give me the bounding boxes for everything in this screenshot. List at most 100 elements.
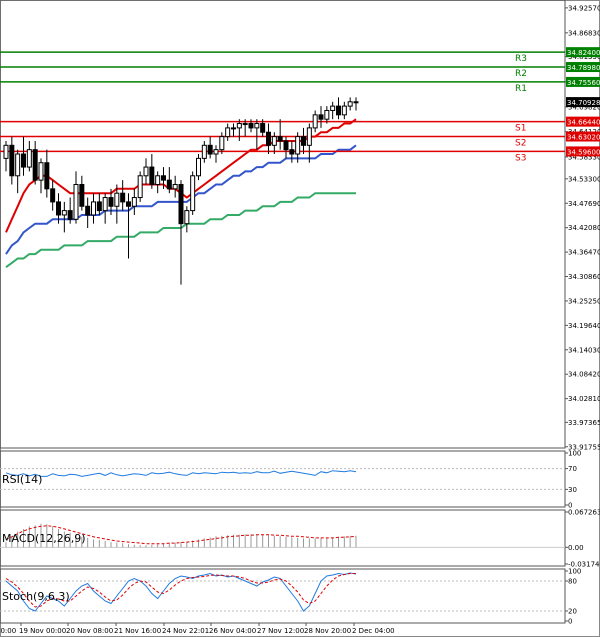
- level-price-tag: [566, 62, 600, 73]
- macd-pane: 0.067263 0.00 -0.031746 MACD(12,26,9): [0, 509, 600, 569]
- current-price-box: [566, 97, 600, 108]
- candle-body: [44, 162, 50, 190]
- candle-body: [289, 149, 295, 155]
- indicator-tick-label: 0.067263: [568, 509, 600, 517]
- macd-signal-line: [5, 525, 357, 545]
- candle-body: [341, 105, 347, 116]
- level-name-r2: R2: [515, 69, 527, 79]
- candle-body: [318, 114, 324, 120]
- indicator-plot-area: [0, 509, 566, 567]
- level-price-label: 34.78980: [567, 64, 600, 72]
- indicator-name: Stoch(9,6,3): [2, 590, 70, 603]
- candle-body: [85, 205, 91, 216]
- candle-body: [9, 144, 15, 177]
- candle-body: [213, 149, 219, 155]
- candle-body: [236, 123, 242, 129]
- indicator-tick-label: 20: [568, 608, 577, 616]
- indicator-name: RSI(14): [2, 473, 42, 486]
- candlesticks: [3, 97, 359, 285]
- candle-body: [266, 131, 271, 146]
- candle-body: [201, 144, 207, 159]
- indicator-tick-label: 0: [568, 502, 572, 510]
- candle-body: [50, 188, 56, 203]
- level-price-tag: [566, 131, 600, 142]
- candle-body: [161, 175, 166, 181]
- price-tick-label: 34.02810: [568, 395, 600, 403]
- time-tick-label: 20 Nov 08:00: [66, 627, 113, 635]
- price-tick-label: 34.47690: [568, 200, 600, 208]
- candle-body: [260, 123, 266, 133]
- candle-body: [312, 114, 318, 129]
- candle-body: [196, 157, 201, 177]
- price-tick-label: 34.69820: [568, 103, 600, 111]
- stoch-signal-line: [5, 573, 356, 608]
- price-tick-label: 34.81350: [568, 53, 600, 61]
- price-tick-label: 33.91755: [568, 443, 600, 451]
- candle-body: [120, 192, 126, 203]
- candle-body: [15, 153, 21, 177]
- level-price-label: 34.63020: [567, 134, 600, 142]
- level-price-label: 34.66440: [567, 119, 600, 127]
- candle-body: [271, 136, 277, 146]
- price-tick-label: 34.36470: [568, 249, 600, 257]
- candle-body: [102, 197, 108, 212]
- candle-body: [254, 123, 260, 129]
- price-pane: 34.92570 34.86830 34.81350 34.75560 34.69820…: [0, 0, 600, 451]
- candle-body: [137, 175, 143, 199]
- price-tick-label: 34.30860: [568, 273, 600, 281]
- candle-body: [79, 183, 85, 207]
- indicator-plot-area: [0, 568, 566, 624]
- candle-body: [126, 201, 131, 207]
- level-name-r1: R1: [515, 84, 527, 94]
- level-price-tag: [566, 47, 600, 58]
- time-tick-label: 28 Nov 20:00: [304, 627, 351, 635]
- time-tick-label: 27 Nov 12:00: [257, 627, 304, 635]
- level-price-label: 34.82400: [567, 49, 600, 57]
- candle-body: [56, 201, 61, 216]
- candle-body: [330, 105, 336, 111]
- indicator-tick-label: 70: [568, 465, 577, 473]
- price-tick-label: 34.42080: [568, 224, 600, 232]
- price-tick-label: 34.92570: [568, 4, 600, 12]
- indicator-tick-label: 0: [568, 618, 572, 626]
- candle-body: [347, 101, 353, 107]
- candle-body: [324, 109, 330, 120]
- indicator-name: MACD(12,26,9): [2, 532, 86, 545]
- candle-body: [277, 136, 283, 142]
- level-name-r3: R3: [515, 54, 527, 64]
- candle-body: [143, 166, 149, 177]
- candle-body: [108, 197, 114, 207]
- candle-body: [225, 127, 231, 138]
- price-tick-label: 34.25250: [568, 297, 600, 305]
- candle-body: [172, 183, 178, 190]
- candle-body: [114, 192, 120, 207]
- time-tick-label: 21 Nov 16:00: [114, 627, 161, 635]
- level-price-tag: [566, 76, 600, 87]
- candle-body: [219, 136, 225, 151]
- candle-body: [3, 144, 9, 159]
- candle-body: [248, 123, 254, 129]
- candle-body: [61, 210, 67, 216]
- rsi-line: [5, 470, 357, 477]
- candle-body: [73, 183, 79, 220]
- candle-body: [231, 127, 236, 130]
- time-tick-label: 2 Dec 04:00: [352, 627, 395, 635]
- indicator-tick-label: 100: [568, 450, 581, 458]
- indicator-plot-area: [0, 450, 566, 508]
- level-price-label: 34.75560: [567, 79, 600, 87]
- candle-body: [149, 166, 155, 185]
- price-tick-label: 33.97365: [568, 419, 600, 427]
- time-tick-label: 20:00: [0, 627, 16, 635]
- level-name-s2: S2: [515, 139, 526, 149]
- indicator-tick-label: 80: [568, 578, 577, 586]
- level-price-label: 34.59600: [567, 148, 600, 156]
- price-tick-label: 34.08420: [568, 371, 600, 379]
- time-tick-label: 19 Nov 00:00: [19, 627, 66, 635]
- time-tick-label: 24 Nov 22:01: [162, 627, 209, 635]
- candle-body: [67, 210, 73, 220]
- indicator-tick-label: 30: [568, 486, 577, 494]
- stoch-main-line: [5, 572, 357, 612]
- candle-body: [336, 105, 341, 116]
